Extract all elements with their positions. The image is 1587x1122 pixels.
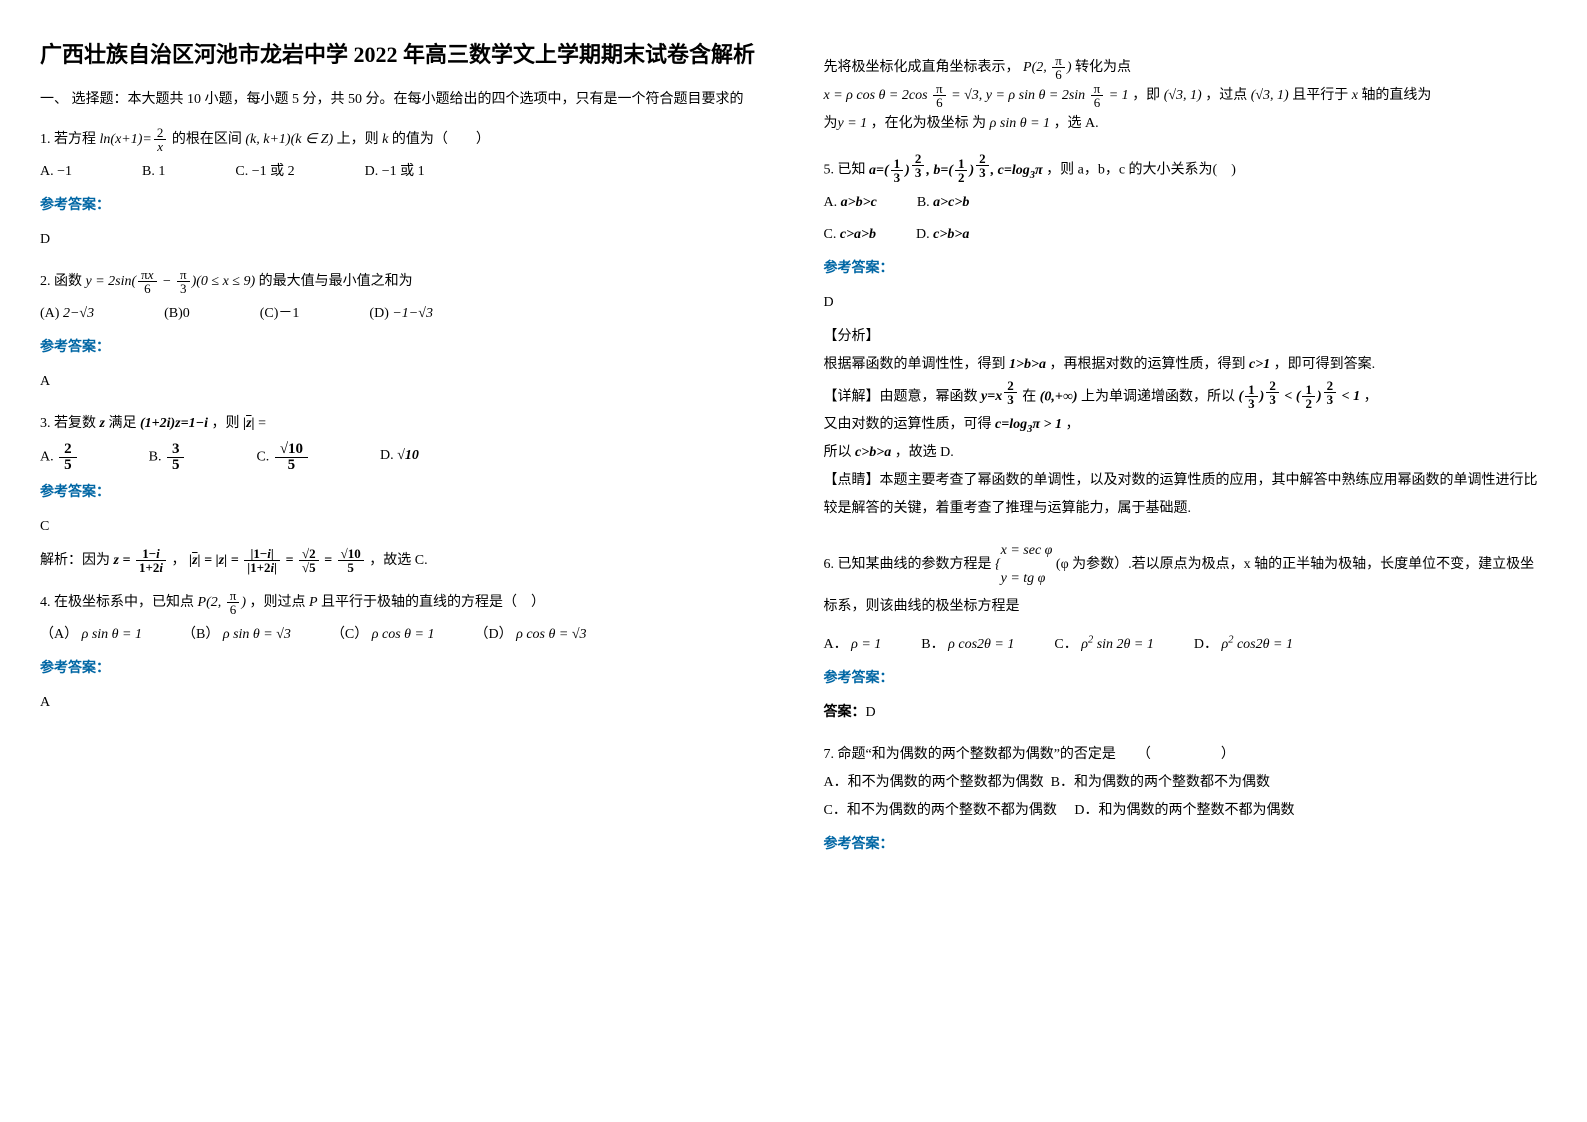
q5-detail: 【详解】由题意，幂函数 y=x23 在 (0,+∞) 上为单调递增函数，所以 (… — [824, 379, 1548, 412]
q1-opt-d: D. −1 或 1 — [365, 158, 425, 186]
q2-formula: y = 2sin(πx6 − π3)(0 ≤ x ≤ 9) — [86, 274, 256, 289]
q1-opt-a: A. −1 — [40, 158, 72, 186]
q1-formula-1: ln(x+1)=2x — [100, 132, 169, 147]
q1-stem-b: 的根在区间 — [172, 132, 242, 147]
q6-param: {x = sec φy = tg φ — [995, 557, 1052, 572]
question-6: 6. 已知某曲线的参数方程是 {x = sec φy = tg φ (φ 为参数… — [824, 537, 1548, 727]
q5-opt-b: B. a>c>b — [917, 189, 970, 217]
q6-opt-c: C． ρ2 sin 2θ = 1 — [1054, 631, 1154, 659]
q1-opt-b: B. 1 — [142, 158, 165, 186]
q4-point: P(2, π6) — [198, 595, 246, 610]
q1-formula-2: (k, k+1)(k ∈ Z) — [245, 132, 333, 147]
q4-stem-b: ，则过点 — [249, 595, 305, 610]
answer-label: 参考答案： — [824, 255, 1548, 283]
answer-label: 参考答案： — [824, 831, 1548, 859]
q4-opt-a: （A） ρ sin θ = 1 — [40, 621, 142, 649]
q1-stem-a: 1. 若方程 — [40, 132, 96, 147]
question-1: 1. 若方程 ln(x+1)=2x 的根在区间 (k, k+1)(k ∈ Z) … — [40, 126, 764, 254]
q2-opt-d: (D) −1−√3 — [369, 300, 433, 328]
q1-k: k — [382, 132, 388, 147]
q7-opt-c: C．和不为偶数的两个整数不都为偶数 — [824, 803, 1057, 818]
q3-stem-c: ，则 — [211, 416, 239, 431]
q5-answer: D — [824, 289, 1548, 317]
q1-stem-c: 上，则 — [337, 132, 379, 147]
q2-stem-b: 的最大值与最小值之和为 — [259, 274, 413, 289]
q6-answer: 答案：D — [824, 699, 1548, 727]
q6-opt-d: D． ρ2 cos2θ = 1 — [1194, 631, 1293, 659]
section-heading: 一、 选择题：本大题共 10 小题，每小题 5 分，共 50 分。在每小题给出的… — [40, 87, 764, 112]
question-3: 3. 若复数 z 满足 (1+2i)z=1−i ，则 |z| = A. 25 B… — [40, 410, 764, 575]
q4-opt-c: （C） ρ cos θ = 1 — [331, 621, 435, 649]
q3-eq: (1+2i)z=1−i — [140, 416, 208, 431]
q2-opt-a: (A) 2−√3 — [40, 300, 94, 328]
q4-stem-a: 4. 在极坐标系中，已知点 — [40, 595, 194, 610]
question-7: 7. 命题“和为偶数的两个整数都为偶数”的否定是 （ ） A．和不为偶数的两个整… — [824, 741, 1548, 859]
q4-opt-d: （D） ρ cos θ = √3 — [475, 621, 587, 649]
q3-solution: 解析：因为 z = 1−i1+2i ， |z| = |z| = |1−i||1+… — [40, 547, 764, 575]
answer-label: 参考答案： — [824, 665, 1548, 693]
q4-answer: A — [40, 689, 764, 717]
question-2: 2. 函数 y = 2sin(πx6 − π3)(0 ≤ x ≤ 9) 的最大值… — [40, 268, 764, 396]
q7-opt-b: B．和为偶数的两个整数都不为偶数 — [1051, 775, 1270, 790]
q4-stem-c: 且平行于极轴的直线的方程是（ ） — [321, 595, 545, 610]
q3-z: z — [100, 416, 105, 431]
answer-label: 参考答案： — [40, 479, 764, 507]
question-5: 5. 已知 a=(13)23, b=(12)23, c=log3π ，则 a，b… — [824, 152, 1548, 523]
q5-analysis-label: 【分析】 — [824, 323, 1548, 351]
q5-opt-d: D. c>b>a — [916, 221, 969, 249]
q1-answer: D — [40, 226, 764, 254]
q7-opt-a: A．和不为偶数的两个整数都为偶数 — [824, 775, 1044, 790]
q3-opt-b: B. 35 — [149, 442, 187, 473]
q5-dianshi: 【点睛】本题主要考查了幂函数的单调性，以及对数的运算性质的应用，其中解答中熟练应… — [824, 467, 1548, 523]
q3-opt-c: C. √105 — [256, 442, 310, 473]
q4-opt-b: （B） ρ sin θ = √3 — [182, 621, 291, 649]
q4-solution: 先将极坐标化成直角坐标表示， P(2, π6) 转化为点 x = ρ cos θ… — [824, 54, 1548, 138]
q5-opt-c: C. c>a>b — [824, 221, 877, 249]
q3-answer: C — [40, 513, 764, 541]
q7-stem: 7. 命题“和为偶数的两个整数都为偶数”的否定是 （ ） — [824, 741, 1548, 769]
q3-stem-b: 满足 — [108, 416, 136, 431]
q3-stem-d: = — [258, 416, 266, 431]
question-4: 4. 在极坐标系中，已知点 P(2, π6) ，则过点 P 且平行于极轴的直线的… — [40, 589, 764, 717]
q2-answer: A — [40, 368, 764, 396]
q3-stem-a: 3. 若复数 — [40, 416, 96, 431]
page-title: 广西壮族自治区河池市龙岩中学 2022 年高三数学文上学期期末试卷含解析 — [40, 40, 764, 71]
q7-opt-d: D．和为偶数的两个整数不都为偶数 — [1074, 803, 1294, 818]
q3-opt-d: D. √10 — [380, 442, 419, 473]
q2-stem-a: 2. 函数 — [40, 274, 82, 289]
q3-opt-a: A. 25 — [40, 442, 79, 473]
q2-opt-b: (B)0 — [164, 300, 190, 328]
answer-label: 参考答案： — [40, 655, 764, 683]
q5-analysis: 根据幂函数的单调性性，得到 1>b>a ，再根据对数的运算性质，得到 c>1 ，… — [824, 351, 1548, 379]
q1-stem-d: 的值为（ ） — [392, 132, 490, 147]
q5-abc: a=(13)23, b=(12)23, c=log3π — [869, 163, 1043, 178]
q6-opt-b: B． ρ cos2θ = 1 — [921, 631, 1014, 659]
answer-label: 参考答案： — [40, 192, 764, 220]
q3-modz: |z| — [243, 416, 255, 431]
q2-opt-c: (C)－1 — [260, 300, 300, 328]
q6-opt-a: A． ρ = 1 — [824, 631, 882, 659]
q5-opt-a: A. a>b>c — [824, 189, 877, 217]
q1-opt-c: C. −1 或 2 — [235, 158, 294, 186]
answer-label: 参考答案： — [40, 334, 764, 362]
